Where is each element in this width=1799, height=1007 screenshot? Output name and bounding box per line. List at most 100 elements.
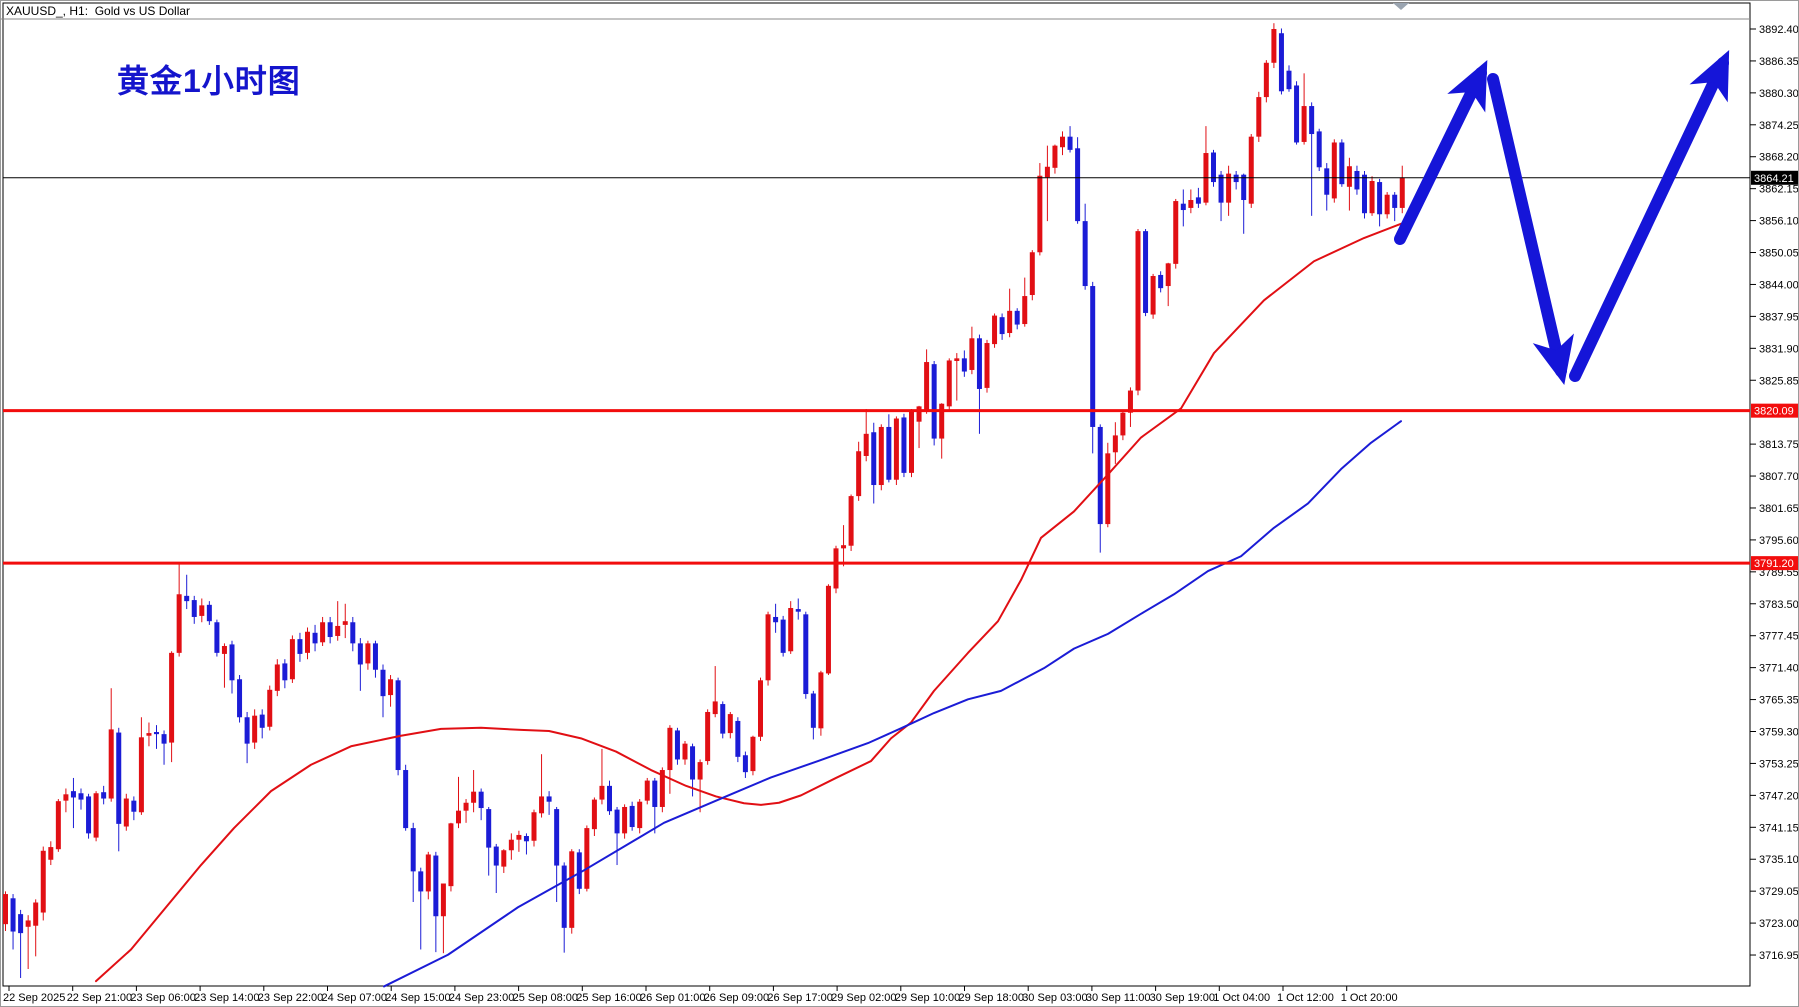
candle-bull: [916, 406, 922, 422]
candle-bull: [48, 847, 54, 860]
candle-bear: [380, 669, 386, 697]
candle-bull: [1384, 194, 1390, 215]
candle-bear: [184, 595, 190, 602]
ma-fast-line: [95, 222, 1402, 983]
forecast-arrow-up[interactable]: [1569, 49, 1730, 382]
candle-bull: [591, 799, 597, 830]
candle-bear: [871, 432, 877, 486]
candle-bull: [1263, 62, 1269, 98]
candle-bull: [55, 801, 61, 850]
candle-bear: [357, 643, 363, 665]
candle-bear: [403, 770, 409, 829]
candle-bear: [1294, 85, 1300, 143]
candle-bull: [320, 622, 326, 643]
time-label: 26 Sep 09:00: [704, 992, 769, 1004]
time-label: 23 Sep 06:00: [130, 992, 195, 1004]
time-label: 30 Sep 11:00: [1086, 992, 1151, 1004]
price-label: 3850.05: [1759, 248, 1799, 260]
candle-bull: [705, 711, 711, 762]
candle-bull: [221, 645, 227, 654]
candle-bear: [486, 809, 492, 848]
price-label: 3801.65: [1759, 503, 1799, 515]
candle-bull: [825, 585, 831, 674]
candle-bull: [1271, 29, 1277, 63]
candle-bear: [1309, 106, 1315, 135]
candle-bull: [1022, 296, 1028, 325]
forecast-arrow-down[interactable]: [1487, 73, 1574, 386]
candle-bear: [70, 791, 76, 798]
candle-bear: [418, 871, 424, 892]
price-label: 3813.75: [1759, 439, 1799, 451]
candle-bear: [614, 809, 620, 834]
candle-bull: [622, 806, 628, 834]
time-label: 24 Sep 15:00: [385, 992, 450, 1004]
candle-bear: [1241, 174, 1247, 201]
candle-bear: [1082, 221, 1088, 287]
time-label: 29 Sep 02:00: [831, 992, 896, 1004]
time-label: 24 Sep 07:00: [322, 992, 387, 1004]
candle-bull: [1226, 173, 1232, 203]
candle-bear: [312, 632, 318, 644]
candle-bear: [735, 720, 741, 757]
candle-bull: [893, 418, 899, 480]
candle-bull: [448, 823, 454, 887]
candle-bear: [1278, 33, 1284, 92]
candle-bull: [659, 770, 665, 807]
candle-bull: [924, 362, 930, 411]
candle-bull: [863, 433, 869, 456]
candle-bear: [1143, 231, 1149, 313]
price-label: 3807.70: [1759, 471, 1799, 483]
chart-title: XAUUSD_, H1: Gold vs US Dollar: [6, 4, 191, 18]
candle-bull: [289, 639, 295, 680]
price-label: 3874.25: [1759, 120, 1799, 132]
candle-bear: [493, 846, 499, 866]
candle-bear: [131, 800, 137, 812]
time-label: 30 Sep 19:00: [1150, 992, 1215, 1004]
candle-bull: [1369, 181, 1375, 214]
candle-bear: [410, 828, 416, 872]
candle-bull: [1105, 453, 1111, 525]
candle-bull: [138, 737, 144, 813]
plot-frame[interactable]: [2, 2, 1751, 987]
candle-bull: [33, 902, 39, 926]
candle-bear: [1180, 203, 1186, 211]
forecast-arrow-up[interactable]: [1394, 60, 1488, 245]
candle-bull: [818, 672, 824, 729]
price-label: 3759.30: [1759, 727, 1799, 739]
candle-bull: [1399, 177, 1405, 208]
chart-shift-marker[interactable]: [1393, 3, 1409, 10]
candle-bull: [176, 594, 182, 653]
level-price-badge: [1751, 403, 1798, 418]
candle-bear: [154, 732, 159, 735]
candle-bull: [946, 360, 952, 407]
candle-bear: [976, 338, 982, 389]
candle-bull: [765, 614, 771, 681]
time-label: 30 Sep 03:00: [1022, 992, 1087, 1004]
time-label: 29 Sep 10:00: [895, 992, 960, 1004]
candle-bull: [1173, 201, 1179, 264]
candle-bear: [1090, 286, 1096, 427]
price-label: 3892.40: [1759, 24, 1799, 36]
candle-bull: [471, 791, 477, 803]
time-label: 23 Sep 22:00: [258, 992, 323, 1004]
candle-bull: [984, 343, 990, 388]
time-label: 1 Oct 20:00: [1341, 992, 1398, 1004]
candle-bull: [516, 834, 522, 840]
candle-bear: [1067, 136, 1073, 150]
time-label: 22 Sep 21:00: [67, 992, 132, 1004]
candle-bull: [267, 689, 273, 727]
candle-bull: [508, 839, 514, 851]
candle-bear: [78, 793, 84, 800]
candle-bull: [1127, 390, 1133, 413]
candle-bear: [327, 622, 333, 638]
time-label: 26 Sep 01:00: [640, 992, 705, 1004]
candle-bear: [1286, 70, 1292, 90]
candle-bear: [1075, 148, 1081, 222]
price-label: 3723.00: [1759, 918, 1799, 930]
candle-bear: [674, 730, 680, 760]
price-label: 3741.15: [1759, 822, 1799, 834]
candle-bull: [169, 652, 175, 743]
candle-bear: [1211, 152, 1216, 183]
price-label: 3771.40: [1759, 663, 1799, 675]
